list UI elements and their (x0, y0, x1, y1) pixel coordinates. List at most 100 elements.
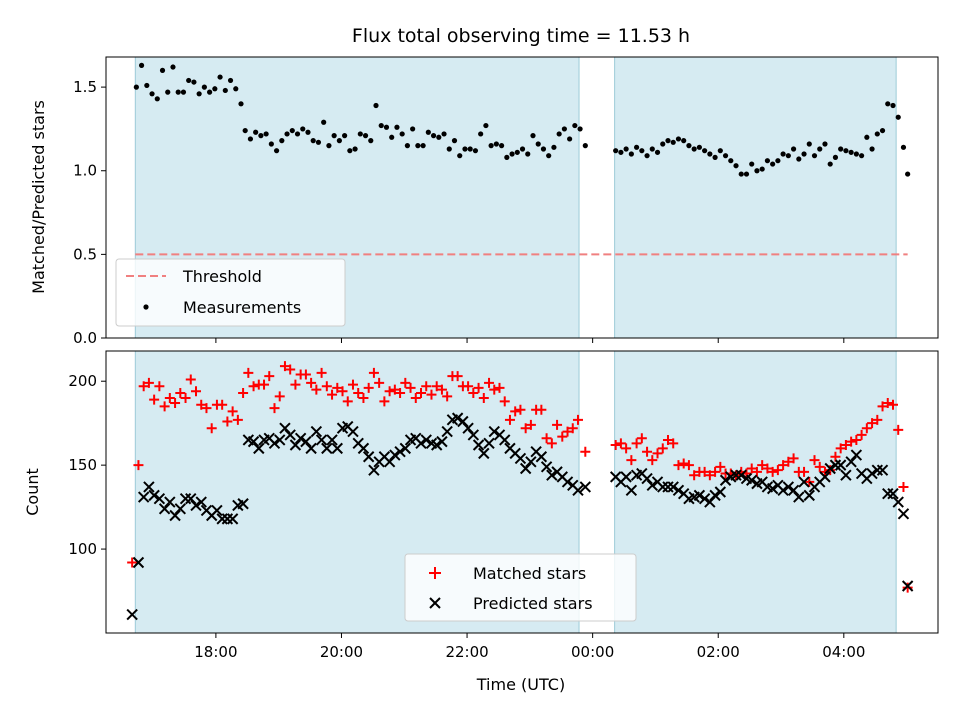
x-axis-ticks: 18:00 20:00 22:00 00:00 02:00 04:00 (194, 633, 865, 661)
measurement-point (712, 154, 718, 160)
matched-star-point (269, 403, 280, 414)
measurement-point (294, 131, 301, 137)
measurement-point (165, 89, 171, 95)
measurement-point (362, 133, 369, 139)
matched-star-point (872, 414, 883, 425)
predicted-star-point (672, 484, 685, 497)
bottom-plot-frame (105, 350, 939, 634)
matched-star-point (196, 399, 207, 410)
predicted-star-point (472, 439, 485, 451)
matched-star-point (772, 465, 783, 476)
measurement-point (623, 146, 629, 152)
predicted-star-point (253, 442, 265, 455)
predicted-star-point (824, 462, 836, 475)
predicted-star-point (305, 442, 317, 455)
x-tick-label: 20:00 (320, 643, 363, 661)
matched-star-point (227, 406, 238, 417)
measurement-point (696, 144, 702, 150)
matched-stars-legend-label: Matched stars (473, 564, 586, 583)
predicted-star-point (882, 487, 894, 500)
predicted-star-point (641, 472, 653, 485)
predicted-stars-legend-swatch (429, 597, 441, 609)
measurement-point (895, 114, 901, 120)
matched-star-point (642, 446, 653, 457)
matched-star-point (473, 382, 484, 393)
measurement-point (572, 122, 578, 129)
measurement-point (879, 127, 886, 134)
predicted-star-point (892, 496, 904, 508)
matched-star-point (170, 398, 181, 409)
measurement-point (472, 148, 479, 154)
matched-star-point (572, 414, 583, 425)
measurement-point (451, 138, 458, 144)
measurement-point (233, 86, 239, 92)
y-tick-label: 100 (68, 540, 97, 558)
predicted-star-point (169, 509, 181, 522)
matched-star-point (332, 382, 343, 393)
y-tick-label: 1.0 (73, 162, 97, 180)
matched-star-point (300, 369, 311, 380)
predicted-stars-legend-label: Predicted stars (473, 594, 593, 613)
measurement-point (509, 151, 515, 157)
y-axis-ticks: 0.0 0.5 1.0 1.5 (73, 78, 106, 347)
matched-star-point (248, 381, 259, 392)
predicted-star-point (488, 425, 500, 438)
measurement-point (420, 143, 426, 149)
predicted-star-point (467, 429, 480, 441)
measurement-point (796, 156, 802, 162)
predicted-star-point (662, 481, 674, 493)
matched-star-point (541, 433, 552, 444)
matched-star-point (626, 455, 637, 466)
matched-star-point (867, 418, 878, 429)
measurement-point (811, 153, 818, 159)
measurement-point (530, 133, 536, 139)
matched-star-point (783, 456, 794, 467)
measurements-legend-label: Measurements (183, 298, 301, 317)
predicted-star-point (430, 439, 443, 451)
predicted-star-points (126, 412, 914, 621)
matched-star-point (825, 465, 836, 476)
matched-star-point (902, 582, 913, 593)
predicted-star-point (389, 449, 401, 461)
matched-star-point (668, 438, 679, 449)
measurement-point (378, 122, 384, 129)
measurement-point (670, 139, 676, 145)
measurement-point (352, 146, 358, 152)
measurement-point (639, 148, 645, 154)
predicted-star-point (226, 513, 239, 525)
predicted-star-point (840, 469, 852, 481)
measurement-point (770, 161, 776, 167)
top-legend-box (115, 258, 346, 327)
predicted-star-point (714, 486, 727, 498)
measurement-point (289, 127, 295, 134)
measurement-point (702, 148, 708, 154)
matched-star-point (699, 466, 710, 477)
y-tick-label: 0.5 (73, 245, 97, 263)
y-tick-label: 200 (68, 372, 97, 390)
matched-star-point (484, 377, 495, 388)
y-axis-ticks: 100 150 200 (68, 372, 106, 558)
y-tick-label: 150 (68, 456, 97, 474)
matched-star-point (557, 431, 568, 442)
matched-star-point (405, 382, 416, 393)
matched-star-point (767, 466, 778, 477)
measurements-legend-swatch (143, 304, 149, 310)
predicted-star-point (730, 469, 742, 481)
matched-star-point (657, 443, 668, 454)
predicted-star-point (876, 464, 889, 476)
matched-star-point (673, 460, 684, 471)
predicted-star-point (901, 580, 914, 592)
measurement-point (582, 143, 588, 149)
matched-star-point (384, 386, 395, 397)
measurement-point (144, 82, 150, 89)
measurement-point (389, 134, 395, 140)
measurement-point (430, 133, 437, 139)
predicted-star-point (462, 422, 474, 434)
matched-star-point (327, 389, 338, 400)
matched-star-point (285, 364, 296, 375)
observing-spans (134, 56, 897, 339)
matched-star-point (410, 393, 421, 403)
predicted-star-point (698, 493, 711, 505)
measurement-points (133, 62, 911, 177)
